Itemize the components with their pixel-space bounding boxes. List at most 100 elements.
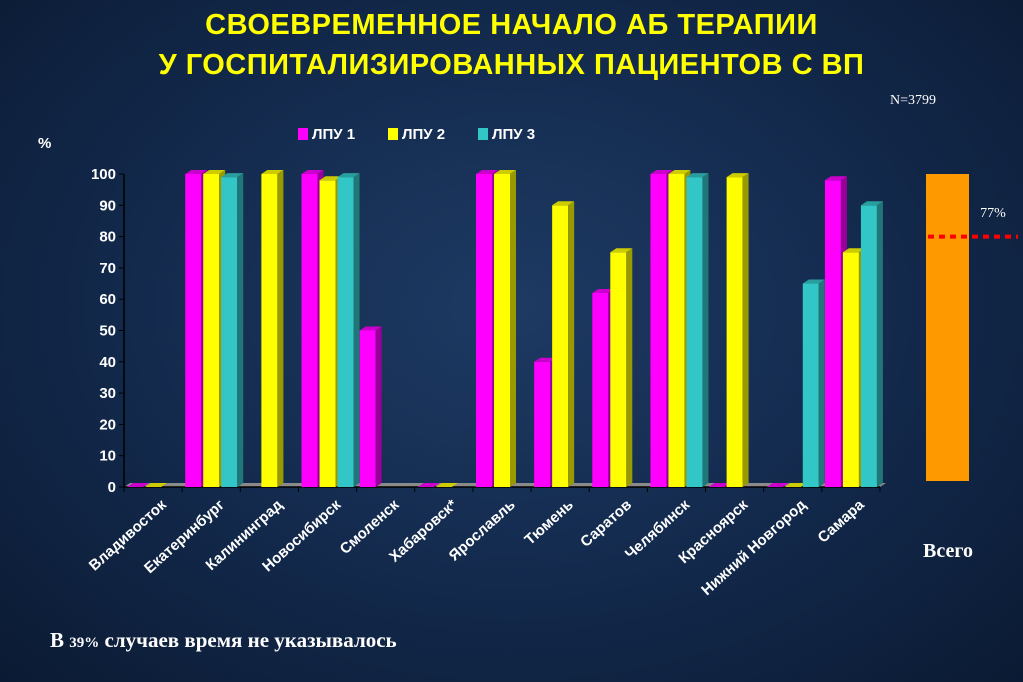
bar-top: [708, 483, 731, 487]
bar-top: [726, 173, 749, 178]
bar-front: [261, 174, 278, 487]
bar-front: [359, 330, 376, 487]
bar-side: [702, 173, 709, 487]
bar-top: [145, 483, 168, 487]
bar-top: [610, 248, 633, 253]
bar-top: [203, 170, 226, 174]
legend-label: ЛПУ 1: [312, 126, 355, 143]
bar-front: [842, 252, 859, 487]
bar-top: [127, 483, 150, 487]
bar-side: [375, 326, 382, 487]
bar-top: [337, 173, 360, 178]
footnote-percent: 39%: [69, 635, 100, 651]
bar-top: [766, 483, 789, 487]
bar: [610, 248, 633, 487]
bar-side: [742, 173, 749, 487]
bar-side: [626, 248, 633, 487]
bar-top: [301, 170, 324, 174]
bar-side: [353, 173, 360, 487]
sample-size-label: N=3799: [890, 93, 937, 108]
bar-top: [552, 201, 575, 206]
y-tick-label: 10: [99, 448, 116, 465]
y-tick-label: 50: [99, 323, 116, 340]
bar-front: [592, 292, 609, 487]
bar-front: [319, 180, 336, 487]
bar: [359, 326, 382, 487]
bar-side: [568, 201, 575, 488]
bar: [860, 201, 883, 488]
bar-top: [686, 173, 709, 178]
bar-front: [221, 177, 238, 487]
bar-front: [686, 177, 703, 487]
bar: [726, 173, 749, 487]
x-tick-label: Тюмень: [521, 496, 576, 548]
bar-front: [552, 205, 569, 488]
legend-swatch: [298, 128, 308, 140]
bar-top: [494, 170, 516, 174]
bar-top: [824, 176, 847, 181]
bar: [221, 173, 244, 487]
bar: [708, 483, 731, 487]
y-tick-label: 40: [99, 354, 116, 371]
bar-front: [726, 177, 743, 487]
bar-front: [802, 283, 819, 487]
y-tick-label: 60: [99, 291, 116, 308]
chart-title-line-1: СВОЕВРЕМЕННОЕ НАЧАЛО АБ ТЕРАПИИ: [205, 9, 818, 41]
footnote-prefix: В: [50, 628, 70, 652]
bar-front: [610, 252, 627, 487]
bar-top: [842, 248, 865, 253]
x-tick-label: Самара: [815, 496, 869, 547]
bar-front: [650, 174, 667, 487]
y-tick-label: 100: [91, 166, 116, 183]
y-tick-label: 90: [99, 197, 116, 214]
bar-top: [417, 483, 440, 487]
bar-front: [494, 174, 510, 487]
legend-label: ЛПУ 3: [492, 126, 535, 143]
bar-top: [185, 170, 208, 174]
legend-swatch: [388, 128, 398, 140]
bar-top: [435, 483, 458, 487]
bar-top: [319, 176, 342, 181]
bar: [127, 483, 150, 487]
bar: [145, 483, 168, 487]
bar-side: [510, 170, 516, 487]
footnote: В 39% случаев время не указывалось: [50, 628, 397, 653]
bar: [261, 170, 284, 487]
legend-swatch: [478, 128, 488, 140]
bar-side: [876, 201, 883, 488]
chart-title-line-2: У ГОСПИТАЛИЗИРОВАННЫХ ПАЦИЕНТОВ С ВП: [158, 49, 865, 81]
y-tick-label: 0: [108, 479, 116, 496]
x-tick-label: Саратов: [577, 496, 635, 550]
bar-front: [185, 174, 202, 487]
bar-front: [203, 174, 220, 487]
bar-top: [802, 279, 825, 284]
bar-top: [261, 170, 284, 174]
y-tick-label: 30: [99, 385, 116, 402]
bar-top: [476, 170, 498, 174]
bar-front: [534, 361, 551, 487]
total-marker-label: 77%: [980, 206, 1006, 221]
bar-top: [860, 201, 883, 206]
bar: [802, 279, 825, 487]
bar-top: [359, 326, 382, 331]
bar-front: [824, 180, 841, 487]
bar: [784, 483, 807, 487]
bar-side: [237, 173, 244, 487]
bar-side: [277, 170, 284, 487]
bar: [686, 173, 709, 487]
total-category-label: Всего: [923, 540, 973, 562]
bar: [494, 170, 516, 487]
bar-top: [592, 288, 615, 293]
bar-top: [650, 170, 673, 174]
bar-top: [221, 173, 244, 178]
bar-front: [668, 174, 685, 487]
bar-side: [818, 279, 825, 487]
bar: [435, 483, 458, 487]
bar-front: [301, 174, 318, 487]
bar-front: [337, 177, 354, 487]
bar: [552, 201, 575, 488]
legend-label: ЛПУ 2: [402, 126, 445, 143]
y-axis-label: %: [38, 135, 51, 152]
x-tick-label: Нижний Новгород: [698, 496, 810, 599]
